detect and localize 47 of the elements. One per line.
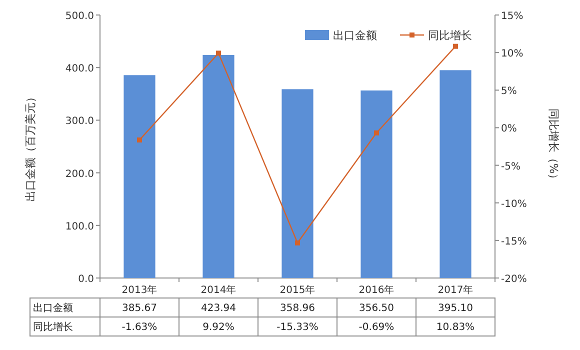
y-tick-label: 500.0 [65,11,94,22]
point [374,130,379,136]
x-tick-label: 2013年 [122,284,158,296]
y2-axis-title: 同比增长（%） [547,108,560,185]
bar [360,90,392,278]
y2-tick-label: 15% [501,11,524,22]
bar [202,55,234,278]
legend-label: 同比增长 [428,29,472,42]
y-axis-title: 出口金额（百万美元） [24,92,37,202]
y2-tick-label: 0% [501,124,517,135]
point [216,50,221,56]
data-label: -15.33% [276,322,318,333]
text: 同比增长 [33,322,73,333]
bar [124,75,156,278]
bar [440,70,472,278]
data-label: 385.67 [122,303,157,314]
bar [282,89,314,278]
y-tick-label: 400.0 [65,64,94,75]
x-tick-label: 2014年 [200,284,236,296]
legend-同比增长: 同比增长 [400,29,472,42]
point [453,44,458,49]
data-label: 9.92% [202,322,234,333]
x-tick-label: 2015年 [280,284,316,296]
data-label: 358.96 [280,303,315,314]
x-tick-label: 2017年 [438,284,474,296]
x-tick-label: 2016年 [358,284,394,296]
legend-出口金额: 出口金额 [305,29,377,42]
data-label: -0.69% [358,322,394,333]
y-tick-label: 100.0 [65,221,94,232]
data-label: 423.94 [201,303,236,314]
y2-tick-label: -20% [501,274,527,285]
legend-label: 出口金额 [333,29,377,42]
y-tick-label: 300.0 [65,116,94,128]
y-tick-label: 200.0 [65,168,94,180]
y2-tick-label: 5% [501,86,517,98]
point [295,240,300,246]
point [137,137,142,142]
data-label: -1.63% [122,322,158,333]
y2-tick-label: -10% [501,198,527,210]
data-label: 395.10 [438,303,473,314]
text: 出口金额 [33,303,73,314]
y2-tick-label: 10% [501,48,524,60]
y2-tick-label: -15% [501,236,527,248]
data-label: 10.83% [436,322,475,333]
y2-tick-label: -5% [501,161,520,172]
y-tick-label: 0.0 [78,274,94,285]
data-label: 356.50 [359,303,394,314]
